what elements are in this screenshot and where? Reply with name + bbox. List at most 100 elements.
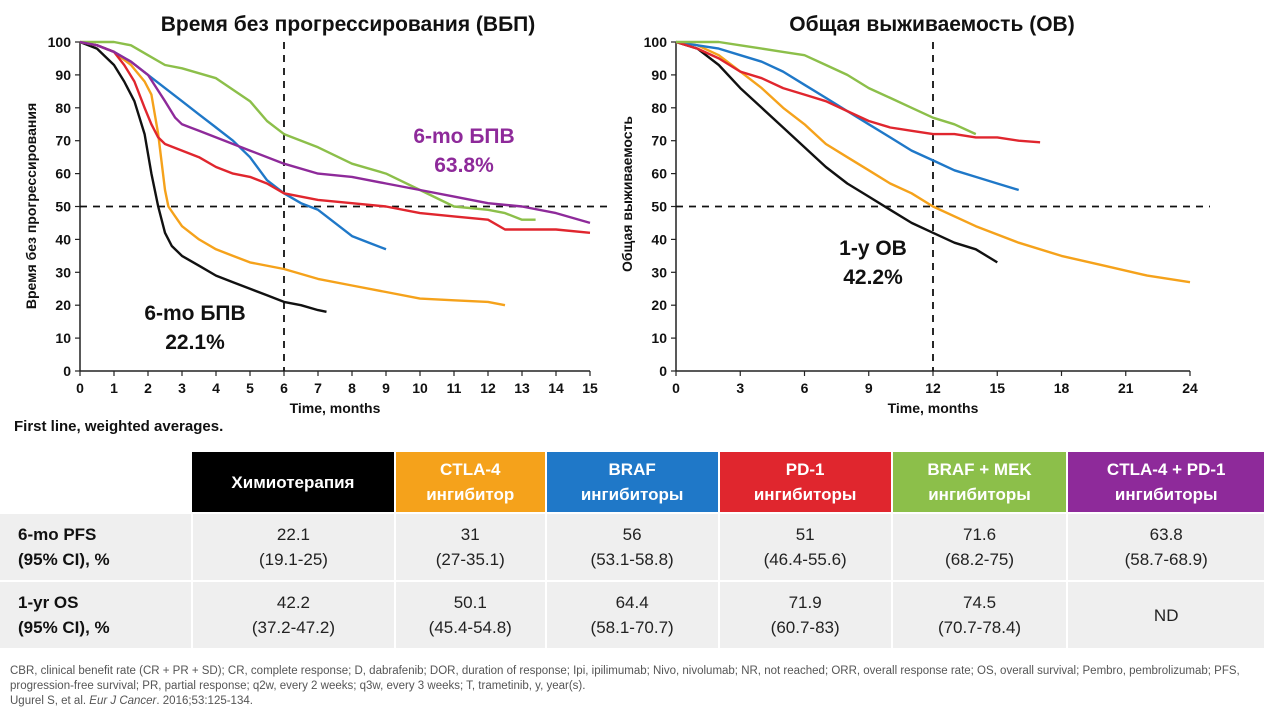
os-x-tick-label: 21 (1118, 380, 1134, 396)
os-x-tick-label: 24 (1182, 380, 1198, 396)
table-header-row: Химиотерапия CTLA-4 ингибитор BRAF ингибит… (0, 452, 1266, 513)
pfs-annotation-combo-label: 6-mo БПВ (413, 125, 514, 148)
row-label-line2: (95% CI), % (18, 550, 110, 569)
os-y-tick-label: 70 (651, 133, 667, 149)
cell-ci: (27-35.1) (435, 550, 505, 569)
pfs-x-tick-label: 4 (212, 380, 220, 396)
pfs-y-tick-label: 50 (55, 199, 71, 215)
pfs-annotation-combo-value: 63.8% (434, 154, 494, 177)
header-line1: PD-1 (785, 460, 825, 479)
table-cell: 63.8 (58.7-68.9) (1067, 512, 1266, 581)
footnote-abbreviations: CBR, clinical benefit rate (CR + PR + SD… (10, 665, 1240, 692)
header-line2: ингибиторы (928, 485, 1031, 504)
charts-area: Время без прогрессирования (ВБП) Время б… (23, 13, 1210, 416)
pfs-y-tick-label: 100 (48, 34, 72, 50)
table-cell: 74.5 (70.7-78.4) (891, 580, 1069, 648)
table-cell: ND (1067, 580, 1266, 648)
cell-value: 50.1 (453, 593, 487, 612)
os-annotation-value: 42.2% (843, 266, 903, 289)
pfs-y-tick-label: 40 (55, 231, 71, 247)
pfs-x-tick-label: 13 (514, 380, 530, 396)
table-cell: 42.2 (37.2-47.2) (192, 580, 396, 648)
table-corner (0, 452, 192, 513)
os-y-tick-label: 0 (659, 363, 667, 379)
cell-value: 31 (460, 525, 480, 544)
os-chart-title: Общая выживаемость (ОВ) (789, 13, 1074, 36)
header-line2: ингибиторы (753, 485, 857, 504)
cell-ci: (37.2-47.2) (251, 618, 336, 637)
pfs-x-tick-label: 5 (246, 380, 254, 396)
pfs-x-tick-label: 0 (76, 380, 84, 396)
cell-ci: (19.1-25) (258, 550, 328, 569)
header-chemotherapy: Химиотерапия (192, 452, 396, 513)
table-row-os: 1-yr OS (95% CI), % 42.2 (37.2-47.2) 50.1 (… (0, 580, 1266, 648)
pfs-series-line-5 (79, 40, 591, 225)
cell-value: 42.2 (276, 593, 310, 612)
os-plot: 0 10 20 30 40 50 60 70 80 90 100 0 3 6 9 12 15 18 21 24 (644, 34, 1210, 396)
table-cell: 56 (53.1-58.8) (545, 512, 720, 581)
pfs-chart: Время без прогрессирования (ВБП) Время б… (23, 13, 610, 416)
os-x-tick-label: 0 (672, 380, 680, 396)
header-ctla4: CTLA-4 ингибитор (394, 452, 547, 513)
pfs-x-tick-label: 15 (582, 380, 598, 396)
os-series-line-3 (675, 40, 1041, 144)
pfs-series-line-2 (79, 40, 387, 251)
pfs-x-tick-label: 1 (110, 380, 118, 396)
pfs-annotation-chemo-value: 22.1% (165, 331, 225, 354)
os-x-tick-label: 9 (865, 380, 873, 396)
cell-ci: (58.7-68.9) (1124, 550, 1208, 569)
pfs-series-line-1 (79, 40, 506, 307)
os-chart: Общая выживаемость (ОВ) Общая выживаемос… (619, 13, 1210, 416)
os-series-line-0 (675, 40, 998, 264)
os-x-tick-label: 6 (801, 380, 809, 396)
os-y-axis-label: Общая выживаемость (619, 116, 635, 272)
row-label-pfs: 6-mo PFS (95% CI), % (0, 512, 193, 581)
os-y-tick-label: 90 (651, 67, 667, 83)
os-y-tick-label: 100 (644, 34, 668, 50)
os-y-tick-label: 80 (651, 100, 667, 116)
row-label-line2: (95% CI), % (18, 618, 110, 637)
os-x-tick-label: 3 (736, 380, 744, 396)
pfs-y-tick-label: 30 (55, 264, 71, 280)
header-line2: ингибиторы (1114, 485, 1218, 504)
pfs-series-line-0 (79, 40, 327, 313)
header-braf: BRAF ингибиторы (545, 452, 720, 513)
pfs-annotation-chemo-label: 6-mo БПВ (144, 302, 245, 325)
cell-ci: (58.1-70.7) (590, 618, 674, 637)
pfs-x-tick-label: 12 (480, 380, 496, 396)
pfs-x-tick-label: 11 (447, 380, 462, 396)
citation-rest: . 2016;53:125-134. (156, 695, 253, 707)
pfs-y-tick-label: 80 (55, 100, 71, 116)
os-y-tick-label: 50 (651, 199, 667, 215)
row-label-os: 1-yr OS (95% CI), % (0, 580, 193, 648)
cell-value: 74.5 (962, 593, 997, 612)
pfs-y-tick-label: 0 (63, 363, 71, 379)
cell-value: ND (1153, 605, 1179, 625)
table-row-pfs: 6-mo PFS (95% CI), % 22.1 (19.1-25) 31 (27-… (0, 512, 1266, 581)
pfs-chart-title: Время без прогрессирования (ВБП) (161, 13, 536, 36)
header-line1: BRAF + MEK (927, 460, 1032, 479)
cell-value: 71.9 (788, 593, 822, 612)
citation-journal: Eur J Cancer (89, 695, 157, 707)
header-braf-mek: BRAF + MEK ингибиторы (891, 452, 1069, 513)
pfs-y-tick-label: 90 (55, 67, 71, 83)
cell-value: 22.1 (276, 525, 310, 544)
row-label-line1: 6-mo PFS (18, 525, 97, 544)
cell-ci: (53.1-58.8) (590, 550, 674, 569)
os-series-line-4 (676, 40, 977, 136)
os-x-axis-label: Time, months (888, 400, 979, 416)
os-annotation-label: 1-y ОВ (839, 237, 907, 260)
cell-ci: (68.2-75) (945, 550, 1015, 569)
table-cell: 50.1 (45.4-54.8) (394, 580, 547, 648)
row-label-line1: 1-yr OS (18, 593, 79, 612)
os-x-tick-label: 12 (925, 380, 941, 396)
pfs-series-line-3 (79, 40, 591, 234)
table-cell: 71.9 (60.7-83) (718, 580, 893, 648)
pfs-y-tick-label: 60 (55, 166, 71, 182)
pfs-series-line-4 (80, 40, 536, 221)
table-cell: 22.1 (19.1-25) (192, 512, 396, 581)
cell-value: 51 (795, 525, 815, 544)
header-ctla4-pd1: CTLA-4 + PD-1 ингибиторы (1067, 452, 1266, 513)
pfs-y-tick-label: 70 (55, 133, 71, 149)
